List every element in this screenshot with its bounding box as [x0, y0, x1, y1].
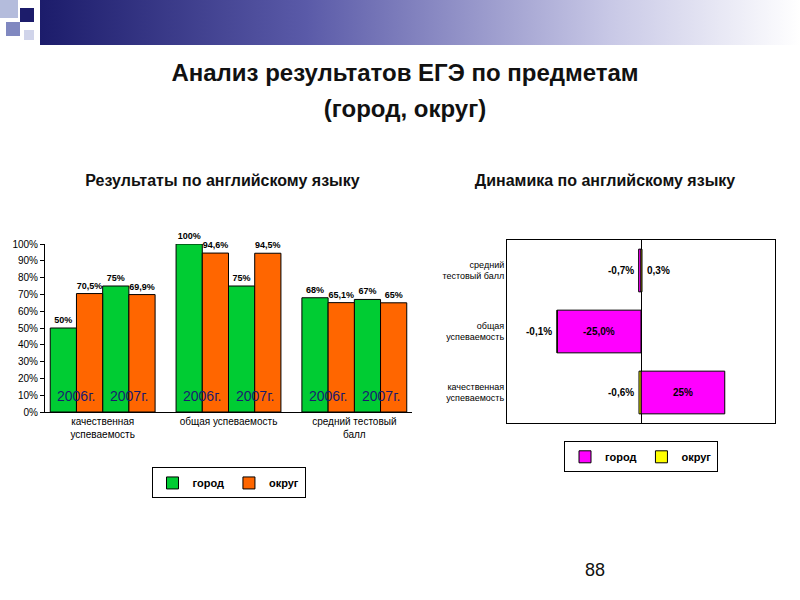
- svg-text:70%: 70%: [18, 289, 38, 300]
- svg-text:город: город: [193, 477, 224, 489]
- svg-text:-0,6%: -0,6%: [608, 387, 634, 398]
- svg-text:качественнаяуспеваемость: качественнаяуспеваемость: [70, 416, 134, 440]
- svg-text:средний тестовыйбалл: средний тестовыйбалл: [312, 416, 396, 440]
- svg-text:25%: 25%: [673, 387, 693, 398]
- svg-text:2006г.: 2006г.: [309, 388, 347, 404]
- svg-text:40%: 40%: [18, 339, 38, 350]
- svg-text:общаяуспеваемость: общаяуспеваемость: [446, 321, 504, 343]
- svg-text:100%: 100%: [178, 231, 201, 241]
- svg-text:94,6%: 94,6%: [203, 240, 229, 250]
- svg-text:50%: 50%: [18, 323, 38, 334]
- svg-text:город: город: [605, 451, 636, 463]
- svg-text:100%: 100%: [12, 239, 38, 250]
- svg-text:90%: 90%: [18, 255, 38, 266]
- svg-text:68%: 68%: [306, 285, 324, 295]
- svg-text:-0,1%: -0,1%: [526, 326, 552, 337]
- svg-text:0,3%: 0,3%: [647, 265, 670, 276]
- svg-text:-0,7%: -0,7%: [608, 265, 634, 276]
- svg-text:80%: 80%: [18, 272, 38, 283]
- svg-text:30%: 30%: [18, 356, 38, 367]
- svg-text:2006г.: 2006г.: [57, 388, 95, 404]
- svg-text:20%: 20%: [18, 373, 38, 384]
- svg-text:60%: 60%: [18, 306, 38, 317]
- svg-text:2007г.: 2007г.: [110, 388, 148, 404]
- svg-text:10%: 10%: [18, 390, 38, 401]
- svg-text:среднийтестовый балл: среднийтестовый балл: [442, 260, 504, 282]
- svg-text:50%: 50%: [54, 315, 72, 325]
- svg-text:67%: 67%: [358, 286, 376, 296]
- html-text:Результаты по английскому язык: Результаты по английскому языку: [85, 172, 360, 189]
- svg-text:70,5%: 70,5%: [77, 281, 103, 291]
- svg-text:94,5%: 94,5%: [255, 240, 281, 250]
- svg-text:75%: 75%: [107, 273, 125, 283]
- svg-text:65,1%: 65,1%: [328, 290, 354, 300]
- html-text:Динамика по английскому языку: Динамика по английскому языку: [474, 172, 736, 189]
- svg-text:2007г.: 2007г.: [236, 388, 274, 404]
- html-text:Анализ результатов ЕГЭ по пред: Анализ результатов ЕГЭ по предметам: [171, 59, 639, 86]
- svg-text:округ: округ: [269, 477, 299, 489]
- svg-text:округ: округ: [681, 451, 711, 463]
- svg-text:2006г.: 2006г.: [183, 388, 221, 404]
- html-text:88: 88: [585, 560, 605, 580]
- svg-text:65%: 65%: [385, 290, 403, 300]
- svg-text:0%: 0%: [24, 407, 39, 418]
- svg-text:75%: 75%: [233, 273, 251, 283]
- svg-text:-25,0%: -25,0%: [583, 326, 615, 337]
- svg-text:общая успеваемость: общая успеваемость: [180, 416, 278, 427]
- html-text:(город, округ): (город, округ): [323, 95, 487, 122]
- svg-text:качественнаяуспеваемость: качественнаяуспеваемость: [446, 382, 504, 404]
- svg-text:69,9%: 69,9%: [129, 282, 155, 292]
- svg-text:2007г.: 2007г.: [362, 388, 400, 404]
